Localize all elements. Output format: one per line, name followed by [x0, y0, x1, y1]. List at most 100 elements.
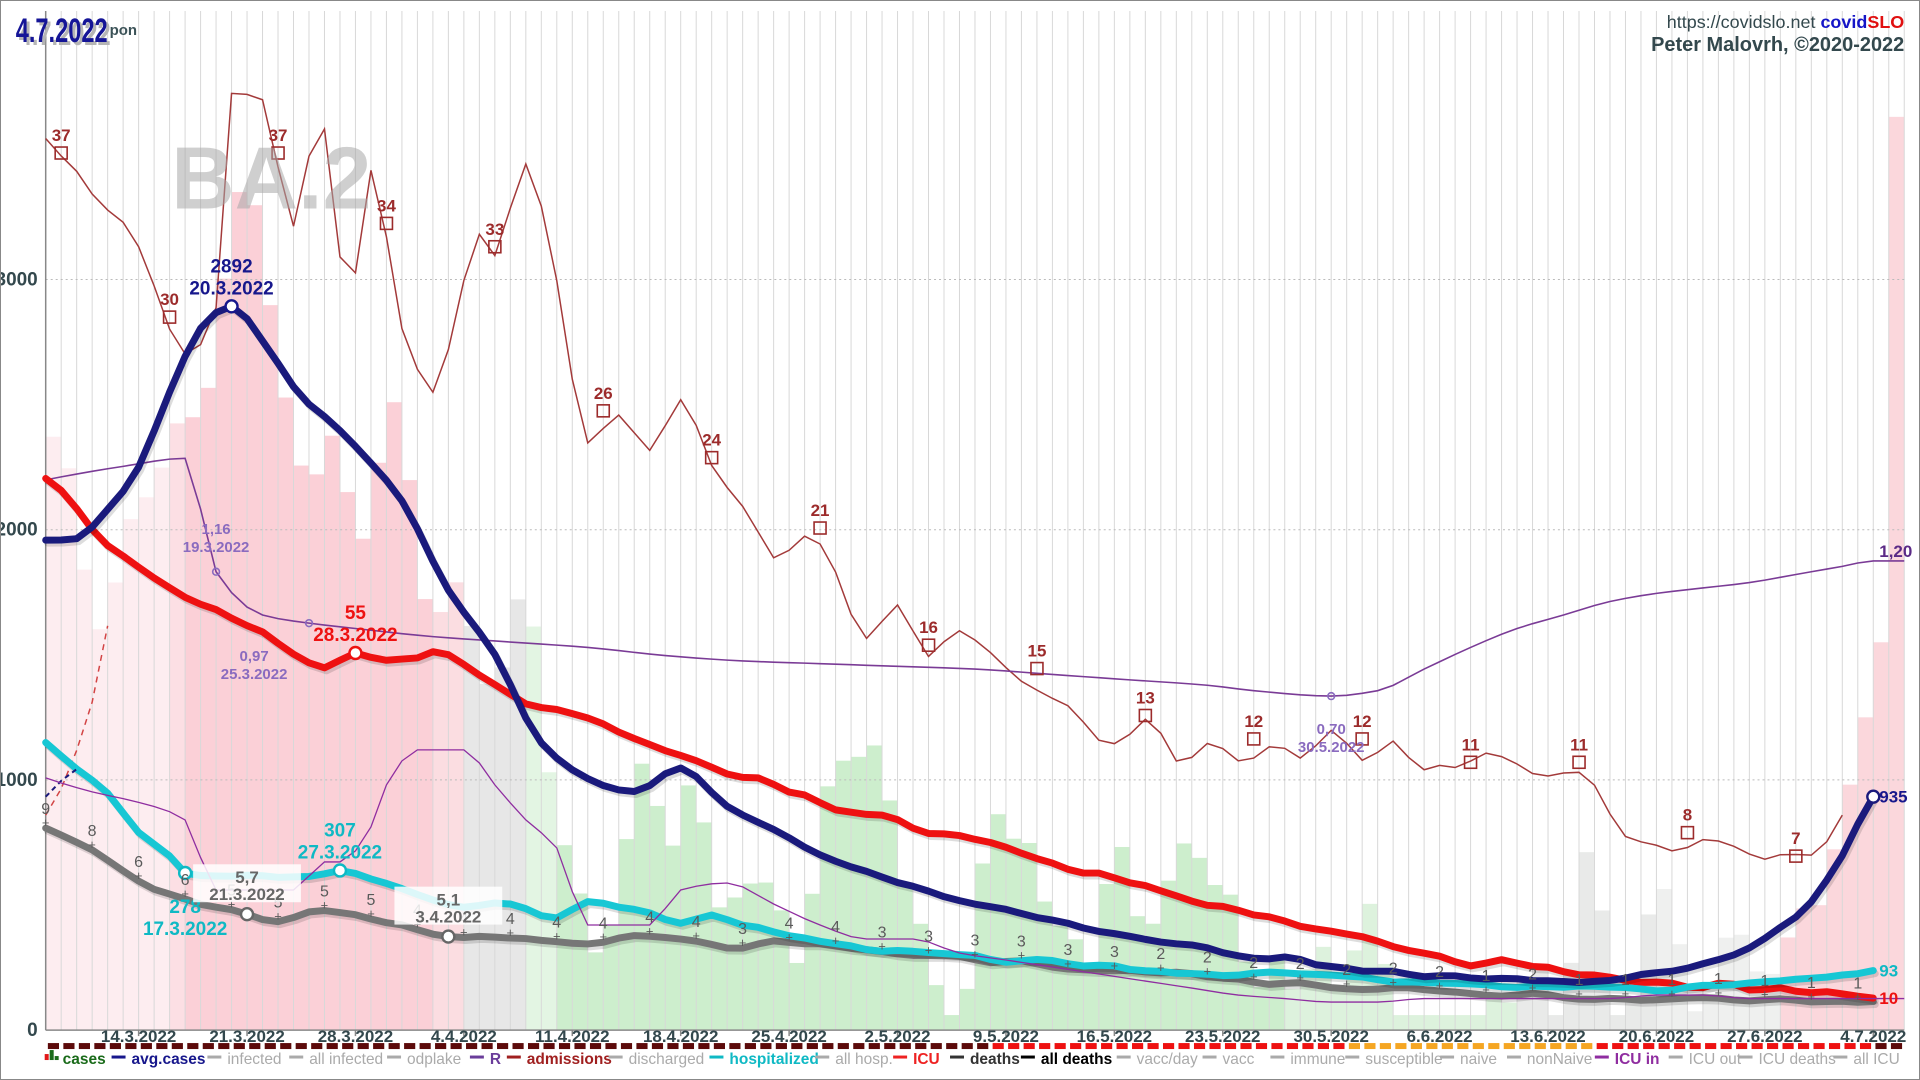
svg-text:all hosp.: all hosp. — [835, 1051, 893, 1068]
svg-text:https://covidslo.net covidSLO: https://covidslo.net covidSLO — [1667, 12, 1905, 32]
svg-text:+: + — [599, 929, 607, 944]
svg-text:33: 33 — [485, 220, 504, 239]
svg-text:13: 13 — [1136, 688, 1155, 707]
svg-text:55: 55 — [345, 603, 367, 624]
svg-text:admissions: admissions — [527, 1051, 612, 1068]
svg-text:12: 12 — [1353, 712, 1372, 731]
svg-text:ICU: ICU — [913, 1051, 940, 1068]
svg-text:12: 12 — [1244, 712, 1263, 731]
svg-text:nonNaive: nonNaive — [1527, 1051, 1592, 1068]
svg-text:2000: 2000 — [0, 520, 38, 541]
svg-text:+: + — [460, 924, 468, 939]
svg-text:10: 10 — [1879, 989, 1898, 1008]
svg-text:+: + — [1157, 960, 1165, 975]
svg-text:+: + — [1854, 989, 1862, 1004]
svg-text:ICU out: ICU out — [1689, 1051, 1742, 1068]
svg-text:0,70: 0,70 — [1317, 721, 1346, 738]
svg-text:15: 15 — [1028, 642, 1047, 661]
svg-text:+: + — [1296, 970, 1304, 985]
svg-text:+: + — [1482, 982, 1490, 997]
svg-text:+: + — [1575, 986, 1583, 1001]
svg-text:+: + — [1715, 985, 1723, 1000]
svg-text:4.7.2022: 4.7.2022 — [16, 12, 108, 50]
svg-text:+: + — [1064, 956, 1072, 971]
svg-text:vacc/day: vacc/day — [1137, 1051, 1198, 1068]
svg-text:1000: 1000 — [0, 770, 38, 791]
svg-text:+: + — [925, 942, 933, 957]
svg-text:infected: infected — [227, 1051, 281, 1068]
svg-text:+: + — [1111, 958, 1119, 973]
svg-text:all infected: all infected — [309, 1051, 383, 1068]
svg-text:+: + — [507, 925, 515, 940]
svg-text:+: + — [646, 923, 654, 938]
svg-text:+: + — [42, 815, 50, 830]
svg-text:+: + — [1529, 980, 1537, 995]
svg-text:all ICU: all ICU — [1853, 1051, 1899, 1068]
svg-text:+: + — [88, 837, 96, 852]
svg-text:+: + — [1389, 975, 1397, 990]
svg-text:+: + — [321, 898, 329, 913]
svg-text:21.3.2022: 21.3.2022 — [209, 885, 284, 904]
svg-text:19.3.2022: 19.3.2022 — [183, 539, 250, 556]
svg-text:935: 935 — [1879, 788, 1907, 807]
svg-text:avg.cases: avg.cases — [132, 1051, 206, 1068]
svg-text:1,16: 1,16 — [202, 521, 231, 538]
svg-text:2892: 2892 — [210, 256, 252, 277]
svg-text:7: 7 — [1791, 829, 1800, 848]
svg-text:+: + — [971, 947, 979, 962]
svg-text:+: + — [1018, 948, 1026, 963]
svg-text:0,97: 0,97 — [240, 648, 269, 665]
svg-text:93: 93 — [1879, 962, 1898, 981]
svg-text:1,20: 1,20 — [1879, 542, 1912, 561]
svg-text:+: + — [1436, 978, 1444, 993]
svg-text:17.3.2022: 17.3.2022 — [143, 919, 227, 940]
svg-text:R: R — [490, 1051, 501, 1068]
svg-text:+: + — [1761, 987, 1769, 1002]
svg-text:34: 34 — [377, 196, 396, 215]
svg-text:+: + — [135, 868, 143, 883]
svg-text:+: + — [878, 938, 886, 953]
svg-text:8: 8 — [1683, 806, 1692, 825]
svg-text:21: 21 — [811, 501, 830, 520]
svg-text:26: 26 — [594, 384, 613, 403]
svg-text:3000: 3000 — [0, 269, 38, 290]
svg-text:+: + — [553, 929, 561, 944]
svg-text:3.4.2022: 3.4.2022 — [415, 908, 481, 927]
svg-text:deaths: deaths — [970, 1051, 1020, 1068]
svg-text:naive: naive — [1460, 1051, 1497, 1068]
svg-text:0: 0 — [27, 1020, 38, 1041]
svg-text:ICU in: ICU in — [1615, 1051, 1660, 1068]
svg-text:24: 24 — [702, 431, 721, 450]
svg-text:+: + — [1250, 969, 1258, 984]
svg-text:30: 30 — [160, 290, 179, 309]
svg-text:20.3.2022: 20.3.2022 — [189, 278, 273, 299]
svg-text:+: + — [181, 886, 189, 901]
svg-text:+: + — [1204, 964, 1212, 979]
svg-text:+: + — [1668, 986, 1676, 1001]
svg-text:odplake: odplake — [407, 1051, 461, 1068]
svg-text:25.3.2022: 25.3.2022 — [221, 666, 288, 683]
svg-text:+: + — [1343, 976, 1351, 991]
svg-text:+: + — [1808, 989, 1816, 1004]
svg-text:Peter Malovrh, ©2020-2022: Peter Malovrh, ©2020-2022 — [1651, 34, 1904, 56]
svg-text:307: 307 — [324, 821, 356, 842]
svg-text:vacc: vacc — [1223, 1051, 1255, 1068]
svg-text:+: + — [832, 933, 840, 948]
svg-text:30.5.2022: 30.5.2022 — [1298, 739, 1365, 756]
svg-text:hospitalized: hospitalized — [729, 1051, 818, 1068]
svg-text:+: + — [1622, 986, 1630, 1001]
svg-text:28.3.2022: 28.3.2022 — [313, 625, 397, 646]
svg-text:16: 16 — [919, 618, 938, 637]
svg-text:susceptible: susceptible — [1365, 1051, 1442, 1068]
svg-text:+: + — [367, 906, 375, 921]
svg-text:+: + — [692, 928, 700, 943]
svg-text:cases: cases — [63, 1051, 106, 1068]
svg-text:11: 11 — [1462, 735, 1480, 754]
svg-text:immune: immune — [1290, 1051, 1345, 1068]
svg-text:all deaths: all deaths — [1041, 1051, 1112, 1068]
svg-text:pon: pon — [110, 22, 137, 39]
svg-text:37: 37 — [52, 126, 71, 145]
svg-text:+: + — [739, 935, 747, 950]
svg-text:11: 11 — [1570, 735, 1588, 754]
svg-text:ICU deaths: ICU deaths — [1759, 1051, 1837, 1068]
